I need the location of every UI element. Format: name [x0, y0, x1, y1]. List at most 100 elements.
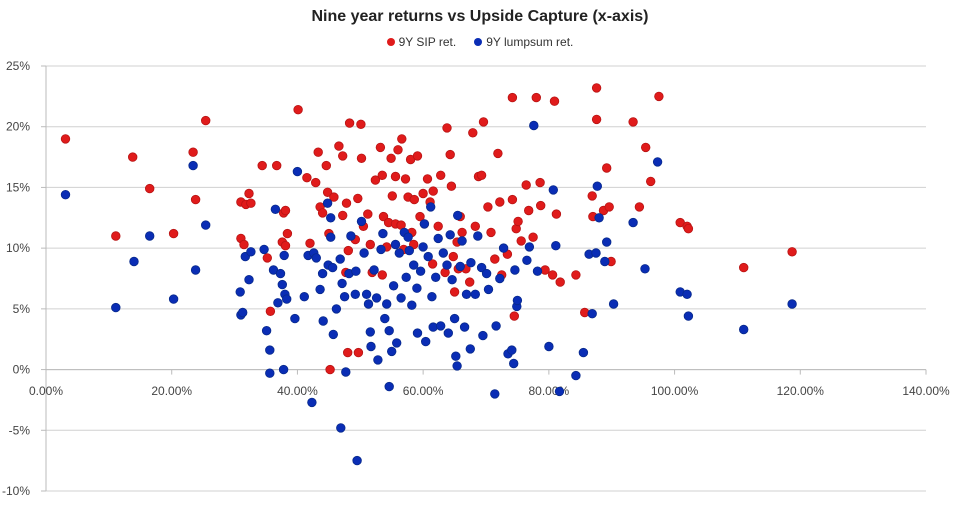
data-point [628, 117, 638, 127]
data-point [305, 238, 315, 249]
data-point [188, 160, 198, 171]
data-point [265, 345, 275, 355]
data-point [457, 227, 467, 238]
data-point [322, 187, 333, 198]
y-tick-label: 10% [6, 241, 30, 255]
data-point [361, 289, 372, 300]
data-point [446, 181, 457, 191]
data-point [490, 389, 500, 399]
data-point [495, 273, 505, 284]
data-point [683, 223, 694, 234]
y-tick-label: 25% [6, 59, 30, 73]
data-point [311, 253, 322, 263]
legend: 9Y SIP ret. 9Y lumpsum ret. [0, 35, 960, 49]
data-point [640, 264, 650, 274]
data-point [436, 321, 446, 331]
data-point [363, 299, 374, 309]
data-point [421, 336, 431, 347]
data-point [407, 300, 417, 310]
data-point [111, 231, 121, 241]
data-point [366, 341, 376, 352]
data-point [371, 293, 382, 303]
data-point [412, 328, 423, 338]
data-point [461, 289, 472, 300]
data-point [646, 176, 656, 187]
data-point [111, 302, 121, 313]
legend-label-lumpsum: 9Y lumpsum ret. [486, 35, 574, 49]
data-point [466, 258, 476, 268]
data-point [423, 251, 433, 262]
data-point [445, 230, 455, 240]
data-point [531, 92, 542, 103]
data-point [442, 123, 452, 133]
data-point [370, 175, 381, 185]
data-point [401, 272, 411, 283]
data-point [602, 237, 612, 247]
data-point [244, 188, 254, 199]
data-point [394, 248, 405, 258]
data-point [328, 329, 339, 340]
data-point [578, 347, 589, 358]
data-point [246, 198, 256, 208]
data-point [144, 183, 155, 194]
x-tick-label: 20.00% [151, 384, 192, 398]
data-point [412, 283, 422, 293]
data-point [265, 306, 276, 317]
data-point [279, 250, 289, 261]
data-point [338, 151, 348, 161]
data-point [307, 397, 317, 408]
data-point [433, 233, 443, 244]
data-point [682, 289, 692, 300]
axes [45, 66, 927, 491]
data-point [359, 248, 369, 258]
data-point [442, 260, 452, 270]
data-point [339, 292, 350, 302]
data-point [382, 299, 392, 309]
data-point [551, 240, 561, 251]
x-tick-label: 100.00% [651, 384, 699, 398]
data-point [292, 166, 303, 177]
data-point [422, 174, 433, 184]
data-point [317, 208, 328, 218]
legend-item-lumpsum[interactable]: 9Y lumpsum ret. [474, 35, 573, 49]
data-point [270, 204, 281, 215]
data-point [451, 351, 461, 361]
data-point [536, 200, 546, 211]
data-point [356, 216, 367, 227]
data-point [419, 219, 430, 229]
legend-item-sip[interactable]: 9Y SIP ret. [386, 35, 456, 49]
data-point [352, 455, 362, 466]
data-point [400, 174, 411, 184]
data-point [654, 91, 664, 102]
data-point [363, 209, 373, 219]
data-point [246, 247, 256, 257]
data-point [262, 253, 273, 263]
data-point [343, 347, 353, 358]
data-point [168, 294, 179, 304]
data-point [470, 221, 481, 232]
data-point [476, 170, 487, 181]
data-point [547, 270, 558, 280]
data-point [200, 115, 211, 126]
data-point [739, 324, 749, 335]
data-point [257, 160, 267, 171]
y-tick-label: 5% [13, 302, 31, 316]
data-point [457, 236, 467, 246]
data-point [127, 152, 138, 162]
data-point [554, 386, 565, 397]
x-tick-label: 40.00% [277, 384, 318, 398]
data-point [302, 172, 312, 183]
data-point [282, 294, 292, 304]
data-point [591, 114, 602, 125]
data-point [396, 293, 406, 303]
data-point [415, 211, 425, 222]
data-point [337, 278, 347, 289]
data-point [594, 213, 604, 223]
data-point [60, 189, 71, 200]
data-point [447, 275, 457, 285]
data-point [498, 243, 509, 253]
data-point [507, 92, 518, 103]
data-point [190, 265, 201, 275]
data-point [336, 423, 346, 433]
data-point [188, 147, 198, 157]
